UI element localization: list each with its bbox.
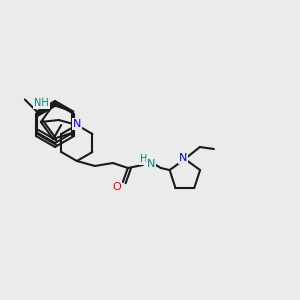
Text: N: N (73, 119, 81, 129)
Text: H: H (140, 154, 148, 164)
Text: N: N (147, 159, 155, 169)
Text: N: N (179, 153, 187, 163)
Text: O: O (112, 182, 121, 192)
Text: NH: NH (34, 98, 49, 108)
